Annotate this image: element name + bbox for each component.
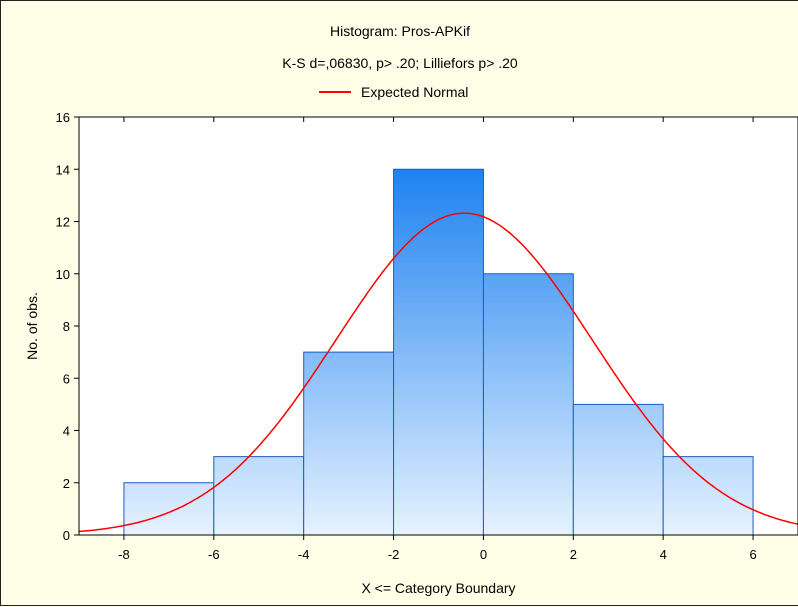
histogram-bar <box>123 482 215 536</box>
legend: Expected Normal <box>319 83 468 101</box>
histogram-bar <box>213 456 305 536</box>
y-axis-title: No. of obs. <box>24 292 40 360</box>
histogram-bar <box>662 456 754 536</box>
histogram-bar <box>393 168 484 536</box>
chart-title: Histogram: Pros-APKif <box>329 23 471 39</box>
x-tick-label: -2 <box>388 547 400 562</box>
histogram-bar <box>482 273 574 536</box>
y-tick-label: 12 <box>56 215 70 230</box>
legend-line-icon <box>319 91 351 93</box>
histogram-bar <box>572 403 664 536</box>
y-tick-label: 6 <box>63 371 70 386</box>
histogram-bar <box>303 351 395 536</box>
y-tick-label: 14 <box>56 162 70 177</box>
y-tick-label: 8 <box>63 319 70 334</box>
x-axis-title: X <= Category Boundary <box>361 580 515 596</box>
expected-normal-curve <box>78 212 798 533</box>
x-tick-label: 0 <box>480 547 487 562</box>
x-tick-label: -6 <box>208 547 220 562</box>
y-tick-label: 4 <box>63 424 70 439</box>
x-tick-label: 6 <box>749 547 756 562</box>
y-tick-label: 2 <box>63 476 70 491</box>
y-tick-label: 10 <box>56 267 70 282</box>
y-tick-label: 16 <box>56 110 70 125</box>
legend-label: Expected Normal <box>361 84 469 100</box>
chart-subtitle: K-S d=,06830, p> .20; Lilliefors p> .20 <box>282 55 518 71</box>
x-tick-label: -4 <box>298 547 310 562</box>
y-tick-label: 0 <box>63 528 70 543</box>
x-tick-label: 4 <box>660 547 667 562</box>
x-tick-label: -8 <box>118 547 130 562</box>
x-tick-label: 2 <box>570 547 577 562</box>
